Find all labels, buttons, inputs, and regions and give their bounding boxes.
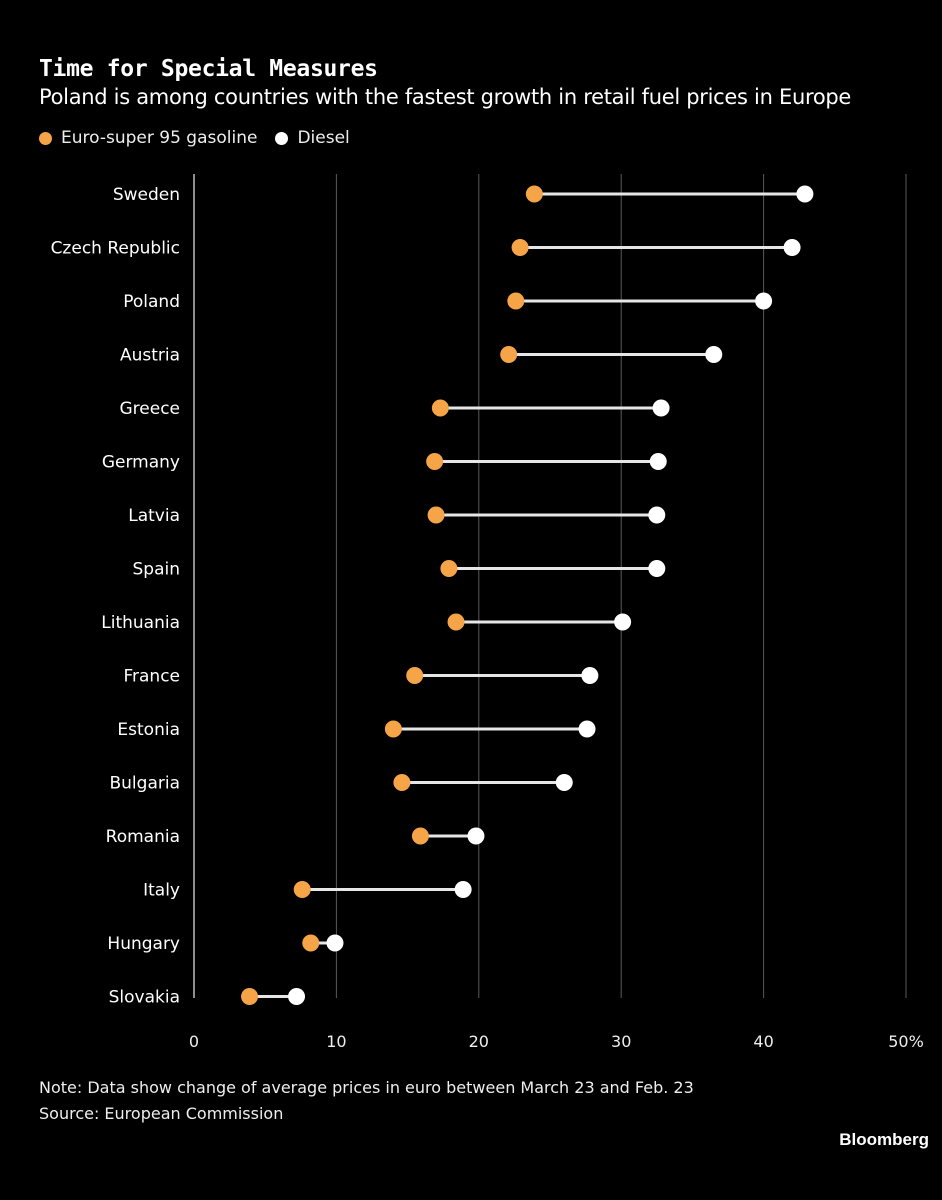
category-label: Spain: [133, 560, 181, 580]
diesel-point: [783, 239, 801, 256]
x-tick-label: 20: [469, 1032, 489, 1051]
legend-label-gasoline: Euro-super 95 gasoline: [61, 128, 258, 148]
category-label: Sweden: [113, 185, 180, 205]
x-tick-label: 40: [753, 1032, 773, 1051]
category-label: Romania: [106, 827, 180, 847]
legend-item-diesel: Diesel: [275, 128, 350, 148]
diesel-point: [454, 881, 472, 898]
gasoline-point: [426, 453, 444, 470]
category-label: Italy: [143, 881, 180, 901]
bloomberg-logo: Bloomberg: [839, 1130, 929, 1149]
category-label: Czech Republic: [51, 239, 180, 259]
diesel-point: [614, 613, 632, 631]
x-tick-label: 50%: [888, 1032, 924, 1051]
gasoline-point: [393, 774, 411, 791]
chart-note: Note: Data show change of average prices…: [39, 1078, 694, 1097]
category-label: Hungary: [107, 934, 180, 954]
diesel-point: [326, 934, 344, 952]
category-label: Latvia: [128, 506, 180, 526]
x-tick-label: 0: [189, 1032, 199, 1051]
category-label: Slovakia: [109, 988, 180, 1008]
gasoline-point: [431, 399, 449, 417]
diesel-point: [705, 346, 723, 363]
gasoline-point: [511, 239, 529, 256]
category-label: Greece: [119, 399, 180, 419]
category-label: France: [123, 667, 180, 687]
category-label: Bulgaria: [110, 774, 181, 794]
gasoline-point: [293, 881, 311, 898]
diesel-point: [555, 774, 573, 791]
category-label: Lithuania: [101, 613, 180, 633]
gasoline-point: [384, 720, 402, 738]
gasoline-point: [411, 827, 429, 845]
gasoline-point: [507, 292, 525, 310]
diesel-point: [648, 506, 666, 524]
dumbbell-chart: 0 10 20 30 40 50% Sweden Czech Republic Poland Au…: [51, 174, 924, 1051]
diesel-point: [652, 399, 670, 417]
gasoline-point: [241, 988, 259, 1005]
gasoline-dot-icon: [39, 131, 52, 145]
diesel-point: [578, 720, 596, 738]
diesel-dot-icon: [275, 131, 289, 145]
gasoline-point: [500, 346, 518, 363]
x-tick-label: 10: [326, 1032, 346, 1051]
category-label: Austria: [120, 346, 180, 366]
category-label: Germany: [102, 453, 180, 473]
category-label: Estonia: [117, 720, 180, 740]
diesel-point: [649, 453, 667, 470]
chart-title: Time for Special Measures: [39, 56, 378, 82]
gasoline-point: [440, 560, 458, 577]
x-tick-label: 30: [611, 1032, 631, 1051]
category-label: Poland: [123, 292, 180, 312]
diesel-point: [467, 827, 485, 845]
diesel-point: [755, 292, 773, 310]
diesel-point: [288, 988, 306, 1005]
legend-item-gasoline: Euro-super 95 gasoline: [39, 128, 257, 148]
gasoline-point: [427, 506, 445, 524]
chart-source: Source: European Commission: [39, 1104, 284, 1123]
diesel-point: [648, 560, 666, 577]
legend-label-diesel: Diesel: [297, 128, 350, 148]
gasoline-point: [302, 934, 320, 952]
gasoline-point: [525, 185, 543, 203]
legend: Euro-super 95 gasoline Diesel: [39, 128, 368, 148]
chart-subtitle: Poland is among countries with the faste…: [39, 85, 852, 109]
gasoline-point: [406, 667, 424, 684]
diesel-point: [796, 185, 814, 203]
gasoline-point: [447, 613, 465, 631]
diesel-point: [581, 667, 599, 684]
